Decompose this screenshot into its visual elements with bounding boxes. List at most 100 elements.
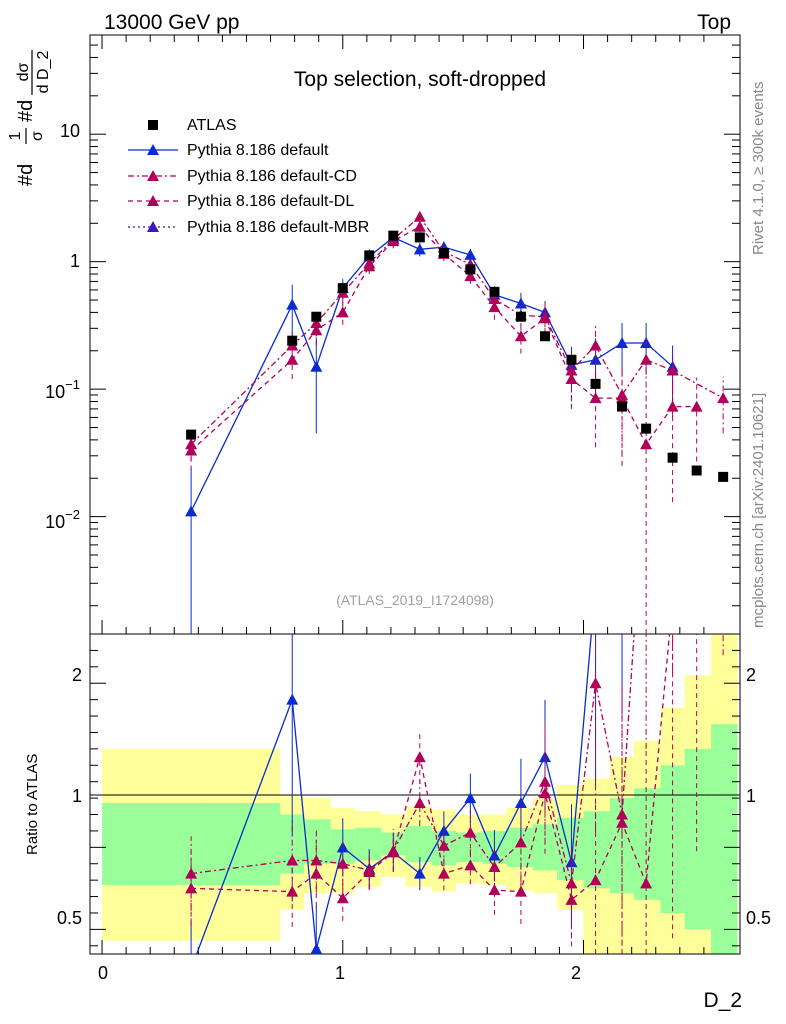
ratio-bands xyxy=(102,634,738,954)
series-marker xyxy=(589,339,602,351)
series-marker xyxy=(717,392,730,404)
legend-marker xyxy=(147,195,159,206)
series-marker xyxy=(616,337,629,349)
band-green xyxy=(102,803,204,886)
atlas-point xyxy=(691,465,702,476)
ratio-tick-label-right: 2 xyxy=(746,665,756,685)
ratio-marker xyxy=(514,885,527,897)
axis-ticks xyxy=(90,34,740,954)
atlas-point xyxy=(186,429,197,440)
ratio-marker xyxy=(539,787,551,799)
x-tick-label: 0 xyxy=(98,963,108,983)
series-marker xyxy=(488,301,501,313)
ratio-marker xyxy=(336,892,349,904)
y-tick-label: 10 xyxy=(60,121,80,141)
series-marker xyxy=(464,270,477,282)
ratio-line xyxy=(191,634,635,884)
series-marker xyxy=(286,298,299,310)
ratio-marker xyxy=(363,865,376,877)
atlas-point xyxy=(641,423,652,434)
chart-title: Top selection, soft-dropped xyxy=(294,68,546,91)
ratio-marker xyxy=(464,792,477,804)
svg-text:1: 1 xyxy=(7,131,24,140)
band-green xyxy=(583,811,610,889)
legend-label-mbr: Pythia 8.186 default-MBR xyxy=(187,219,369,236)
series-marker xyxy=(413,243,426,255)
legend-marker xyxy=(147,170,159,181)
ratio-marker xyxy=(464,859,477,871)
ratio-marker xyxy=(286,693,299,705)
atlas-point xyxy=(617,401,628,412)
series-marker xyxy=(666,364,679,376)
series-marker xyxy=(514,297,527,309)
ratio-marker xyxy=(387,846,400,858)
ratio-marker xyxy=(565,893,578,905)
y-tick-label: 10−2 xyxy=(45,507,80,532)
ratio-marker xyxy=(437,867,450,879)
atlas-point xyxy=(465,264,476,275)
series-marker xyxy=(310,360,323,372)
atlas-point xyxy=(590,378,601,389)
ratio-marker xyxy=(413,751,426,763)
atlas-point xyxy=(438,247,449,258)
main-ylabel: #d 1 σ #d dσ d D_2 xyxy=(7,51,52,186)
ratio-tick-label-right: 0.5 xyxy=(746,908,771,928)
ratio-tick-label-right: 1 xyxy=(746,786,756,806)
ratio-tick-label-left: 2 xyxy=(72,665,82,685)
legend-marker-atlas xyxy=(148,120,158,130)
ratio-marker xyxy=(589,874,602,886)
axis-tick-labels: 0 1 2 0.5 1 2 0.5 1 2 10−2 10−1 1 10 xyxy=(45,121,771,983)
series-marker xyxy=(539,312,551,324)
atlas-point xyxy=(515,311,526,322)
ratio-marker xyxy=(464,826,477,838)
svg-text:σ: σ xyxy=(29,131,46,141)
atlas-point xyxy=(364,250,375,261)
atlas-point xyxy=(287,335,298,346)
ratio-line xyxy=(191,634,671,901)
atlas-point xyxy=(667,452,678,463)
ratio-marker xyxy=(413,867,426,879)
atlas-point xyxy=(414,232,425,243)
y-tick-label: 1 xyxy=(70,251,80,271)
series-marker xyxy=(185,444,198,456)
main-series xyxy=(185,210,730,634)
ratio-marker xyxy=(589,677,602,689)
ratio-marker xyxy=(437,839,450,851)
legend-label-cd: Pythia 8.186 default-CD xyxy=(187,168,357,185)
ratio-marker xyxy=(185,867,198,879)
ratio-marker xyxy=(286,885,299,897)
x-tick-label: 2 xyxy=(571,963,581,983)
svg-text:#d: #d xyxy=(15,164,37,186)
ratio-marker xyxy=(413,797,426,809)
legend: ATLAS Pythia 8.186 default Pythia 8.186 … xyxy=(128,117,369,236)
series-marker xyxy=(286,353,299,365)
svg-text:d D_2: d D_2 xyxy=(35,51,52,94)
legend-label-dl: Pythia 8.186 default-DL xyxy=(187,193,354,210)
series-marker xyxy=(413,210,426,222)
band-green xyxy=(557,817,584,881)
atlas-point xyxy=(388,230,399,241)
series-marker xyxy=(616,392,629,404)
atlas-point xyxy=(489,286,500,297)
series-marker xyxy=(640,438,653,450)
y-tick-label: 10−1 xyxy=(45,377,80,402)
watermark: (ATLAS_2019_I1724098) xyxy=(336,592,494,608)
legend-marker xyxy=(147,144,159,155)
ratio-marker xyxy=(336,857,349,869)
ratio-marker xyxy=(488,884,501,895)
ratio-marker xyxy=(185,882,198,894)
svg-text:dσ: dσ xyxy=(15,62,32,81)
energy-label: 13000 GeV pp xyxy=(104,11,239,34)
series-marker xyxy=(464,248,477,260)
xlabel: D_2 xyxy=(703,989,742,1012)
series-marker xyxy=(640,353,653,365)
legend-label-default: Pythia 8.186 default xyxy=(187,142,329,159)
ratio-marker xyxy=(310,943,323,955)
band-green xyxy=(203,803,281,886)
atlas-point xyxy=(566,354,577,365)
svg-text:#d: #d xyxy=(15,100,37,122)
legend-marker xyxy=(147,221,159,232)
ratio-series xyxy=(185,634,724,955)
atlas-point xyxy=(337,283,348,294)
series-marker xyxy=(310,324,323,336)
